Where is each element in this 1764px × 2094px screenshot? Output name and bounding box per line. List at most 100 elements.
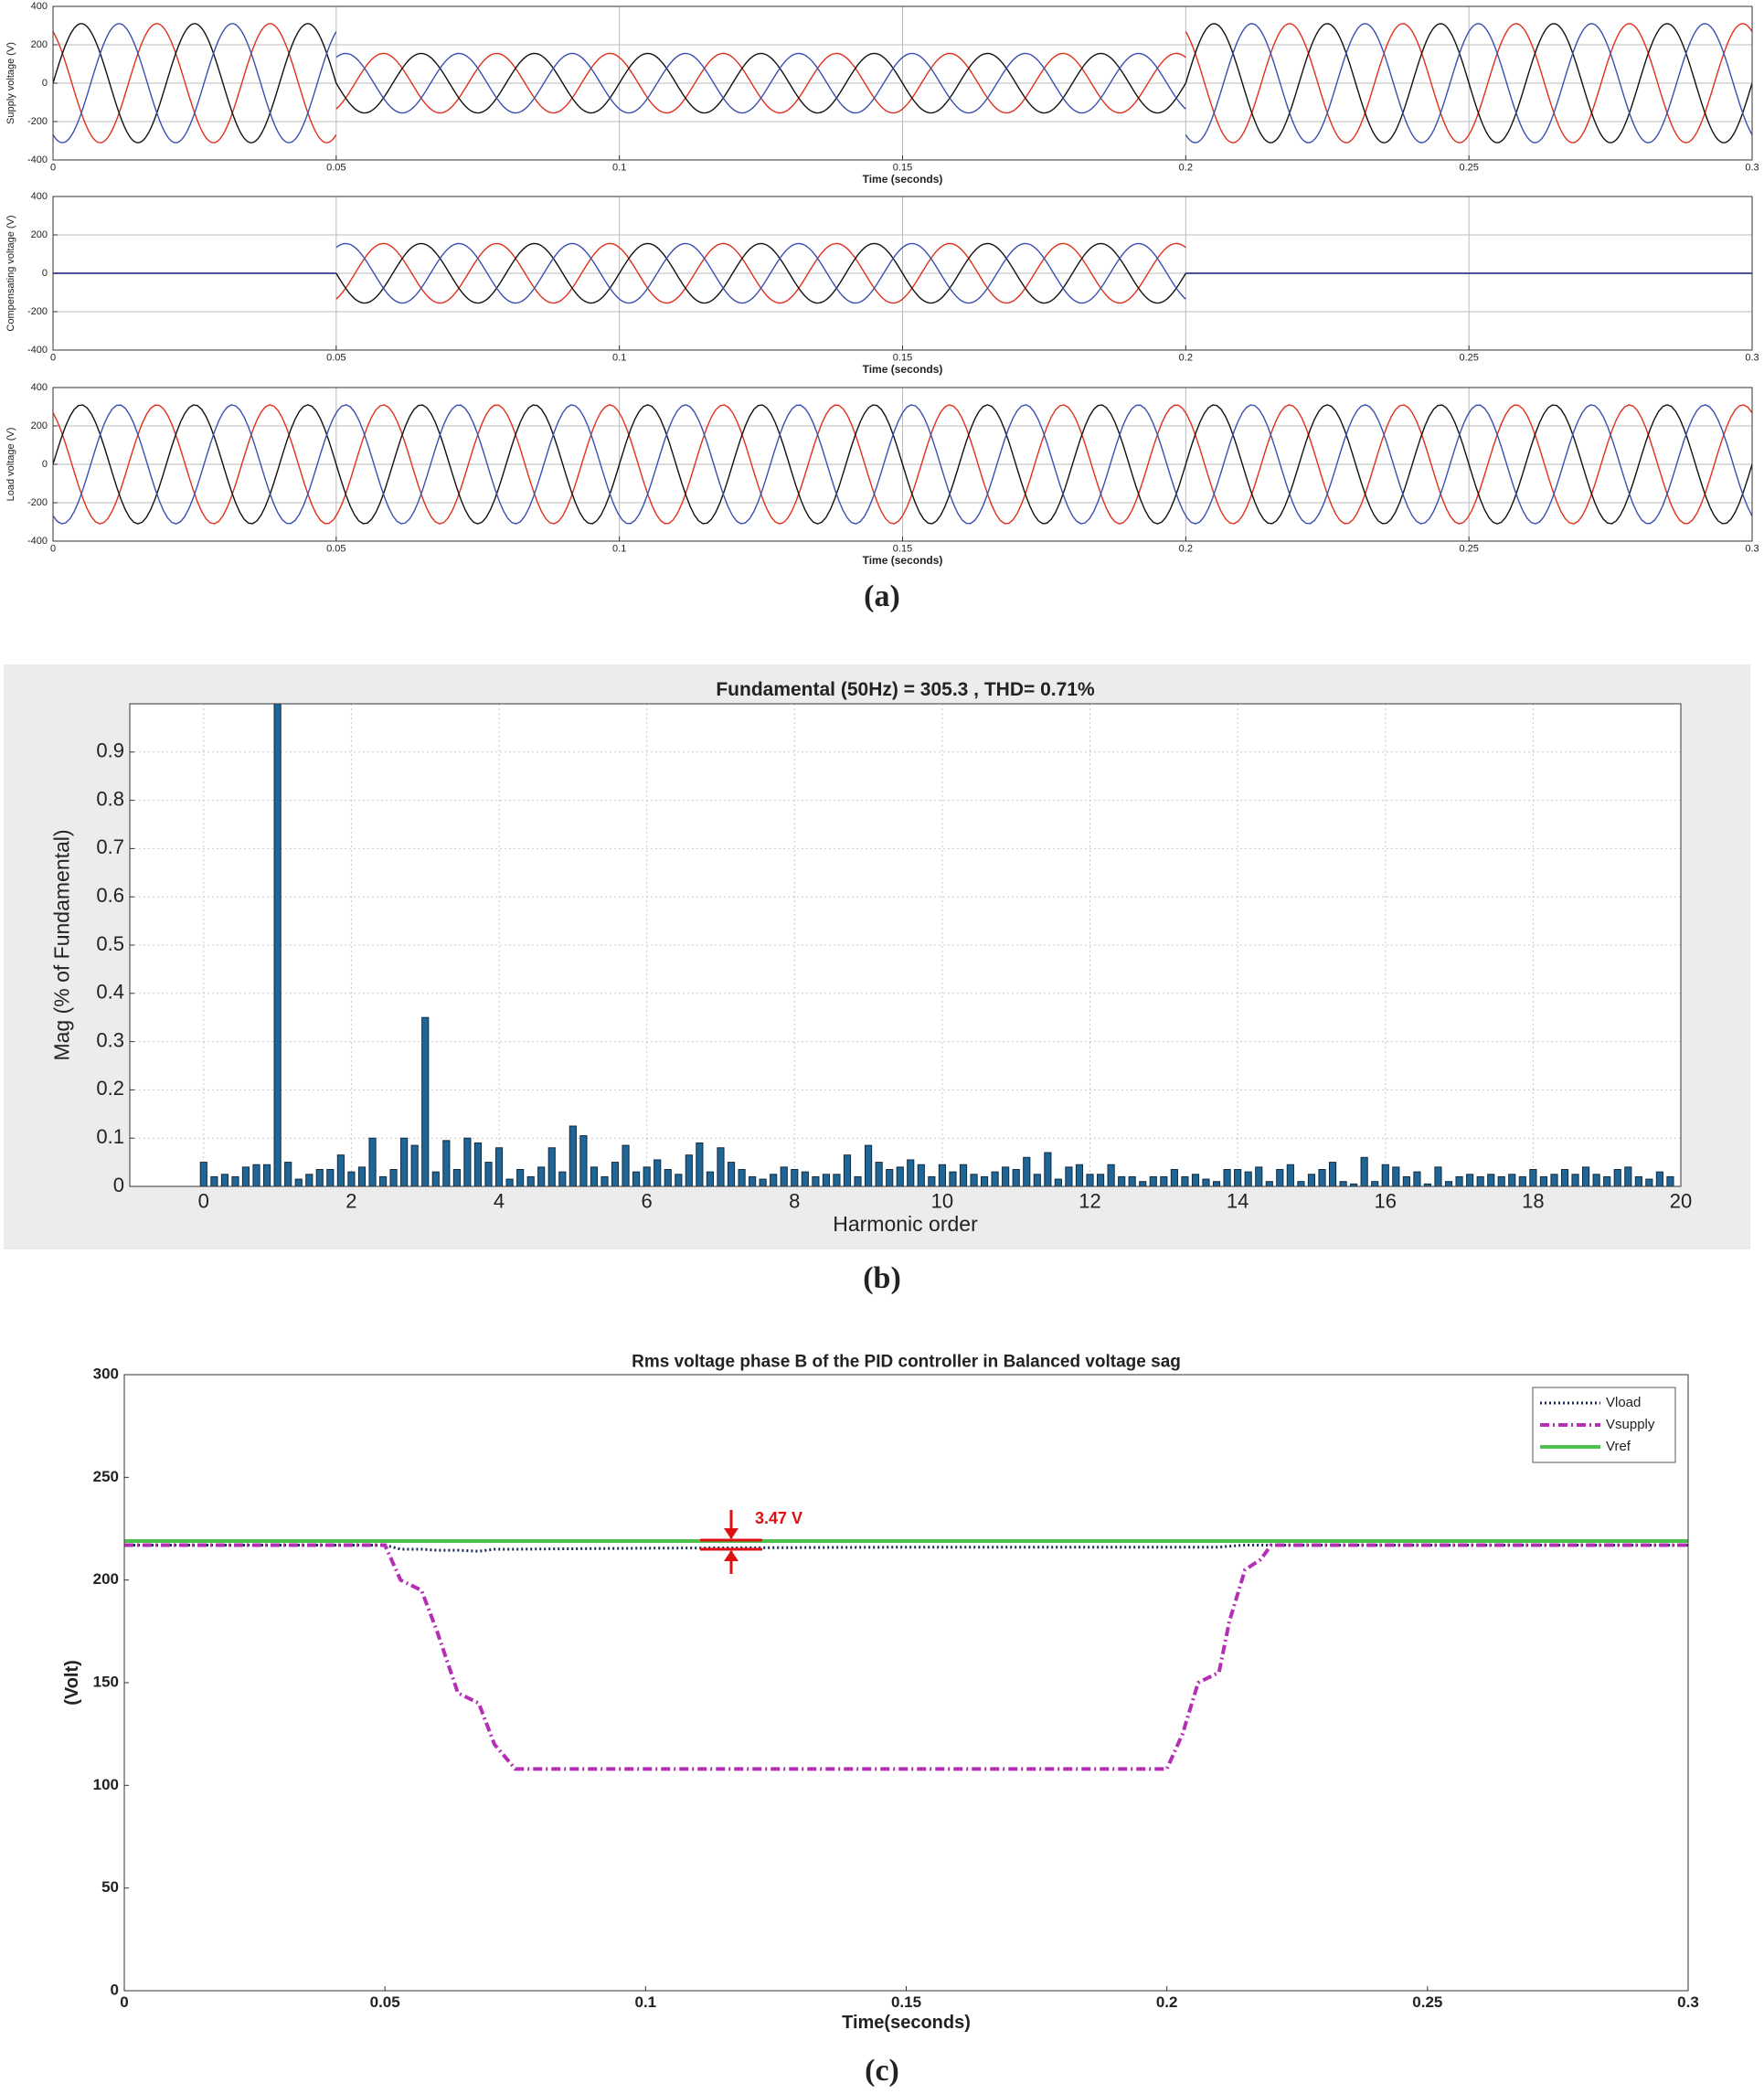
- bar: [1413, 1171, 1421, 1186]
- x-tick-label: 0.15: [893, 544, 912, 555]
- waveform: [1185, 23, 1752, 143]
- plot-frame: [52, 387, 1753, 542]
- bar: [1096, 1174, 1105, 1186]
- annotation-head: [724, 1528, 739, 1539]
- chart: 0 50 100 150 200 250 300 0 0.05 0.1 0.15 0.2 0.25 0.3…: [62, 1353, 1699, 2033]
- legend-box: [1532, 1387, 1676, 1463]
- bar: [357, 1166, 367, 1186]
- annotation: 3.47 V: [755, 1509, 802, 1527]
- chart: -400 -200 0 200 400 0 0.05 0.1 0.15 0.2 0.25 0.3 Tim…: [5, 382, 1759, 567]
- x-tick-label: 0.05: [370, 1993, 400, 2011]
- bar: [1202, 1178, 1210, 1186]
- bar: [938, 1164, 946, 1186]
- bar: [854, 1175, 862, 1186]
- bar: [1065, 1166, 1073, 1186]
- waveform: [1185, 23, 1752, 143]
- bar: [1139, 1181, 1147, 1186]
- x-tick-label: 0: [198, 1189, 209, 1212]
- x-tick-label: 0.25: [1412, 1993, 1442, 2011]
- bar: [632, 1171, 641, 1186]
- bar: [801, 1171, 809, 1186]
- x-tick-label: 0.3: [1677, 1993, 1699, 2011]
- bar: [569, 1125, 577, 1186]
- y-tick-label: 0: [42, 268, 48, 279]
- bar: [917, 1164, 925, 1186]
- waveform: [335, 242, 1186, 304]
- bar: [780, 1166, 788, 1186]
- bar: [590, 1166, 599, 1186]
- x-tick-label: 0.1: [612, 353, 626, 364]
- x-tick-label: 0.15: [893, 163, 912, 174]
- y-tick-label: 400: [31, 382, 48, 393]
- annotation-head: [724, 1550, 739, 1561]
- y-tick-label: 200: [31, 229, 48, 240]
- y-tick-label: 0: [111, 1981, 119, 1998]
- series-line: [124, 1543, 1688, 1771]
- bar: [379, 1175, 388, 1186]
- bar: [907, 1159, 915, 1186]
- bar: [991, 1171, 999, 1186]
- bar: [1128, 1175, 1136, 1186]
- waveform: [53, 404, 1752, 525]
- chart: -400 -200 0 200 400 0 0.05 0.1 0.15 0.2 0.25 0.3 Tim…: [5, 1, 1759, 186]
- bar: [980, 1175, 989, 1186]
- bar: [1571, 1174, 1579, 1186]
- bar: [1191, 1174, 1200, 1186]
- bar: [463, 1137, 472, 1186]
- bar: [1476, 1175, 1484, 1186]
- bar: [431, 1171, 440, 1186]
- y-tick-label: 0.7: [96, 835, 124, 858]
- bar: [1455, 1175, 1463, 1186]
- bar: [389, 1169, 398, 1186]
- y-tick-label: 50: [101, 1878, 119, 1896]
- bar: [600, 1175, 609, 1186]
- bar: [664, 1169, 672, 1186]
- x-tick-label: 0.05: [326, 544, 345, 555]
- bar: [1381, 1164, 1389, 1186]
- x-tick-label: 0.05: [326, 163, 345, 174]
- bar: [442, 1140, 451, 1186]
- bar: [1497, 1175, 1505, 1186]
- bar: [675, 1174, 683, 1186]
- x-tick-label: 8: [789, 1189, 800, 1212]
- bar: [928, 1175, 936, 1186]
- bar: [759, 1178, 767, 1186]
- plot-marks: [199, 704, 1674, 1186]
- bar: [1613, 1169, 1621, 1186]
- bar: [865, 1144, 873, 1186]
- bar: [1666, 1175, 1674, 1186]
- y-tick-label: 0: [42, 78, 48, 89]
- bar: [1634, 1175, 1642, 1186]
- waveform: [335, 52, 1186, 114]
- bar: [400, 1137, 409, 1186]
- plot-area: [130, 704, 1681, 1186]
- bar: [252, 1164, 260, 1186]
- bar: [896, 1166, 904, 1186]
- x-tick-label: 6: [642, 1189, 653, 1212]
- bar: [1234, 1169, 1242, 1186]
- bar: [1107, 1164, 1115, 1186]
- bar: [1002, 1166, 1010, 1186]
- x-axis-label: Harmonic order: [833, 1212, 978, 1236]
- bar: [452, 1169, 461, 1186]
- x-tick-label: 0.2: [1179, 353, 1193, 364]
- bar: [970, 1174, 978, 1186]
- bar: [1033, 1174, 1041, 1186]
- y-tick-label: -200: [27, 116, 48, 127]
- panel-label: (b): [863, 1261, 901, 1295]
- y-tick-label: 0: [113, 1174, 124, 1196]
- bar: [537, 1166, 546, 1186]
- bar: [262, 1164, 271, 1186]
- bar: [516, 1169, 525, 1186]
- waveform: [53, 23, 337, 143]
- y-tick-label: 400: [31, 191, 48, 202]
- bar: [241, 1166, 250, 1186]
- bar: [336, 1154, 345, 1186]
- bar: [1244, 1171, 1252, 1186]
- bar: [843, 1154, 852, 1186]
- bar: [421, 1016, 430, 1186]
- bar: [1508, 1174, 1516, 1186]
- bar: [273, 704, 282, 1186]
- x-tick-label: 12: [1079, 1189, 1100, 1212]
- y-tick-label: 0.2: [96, 1077, 124, 1100]
